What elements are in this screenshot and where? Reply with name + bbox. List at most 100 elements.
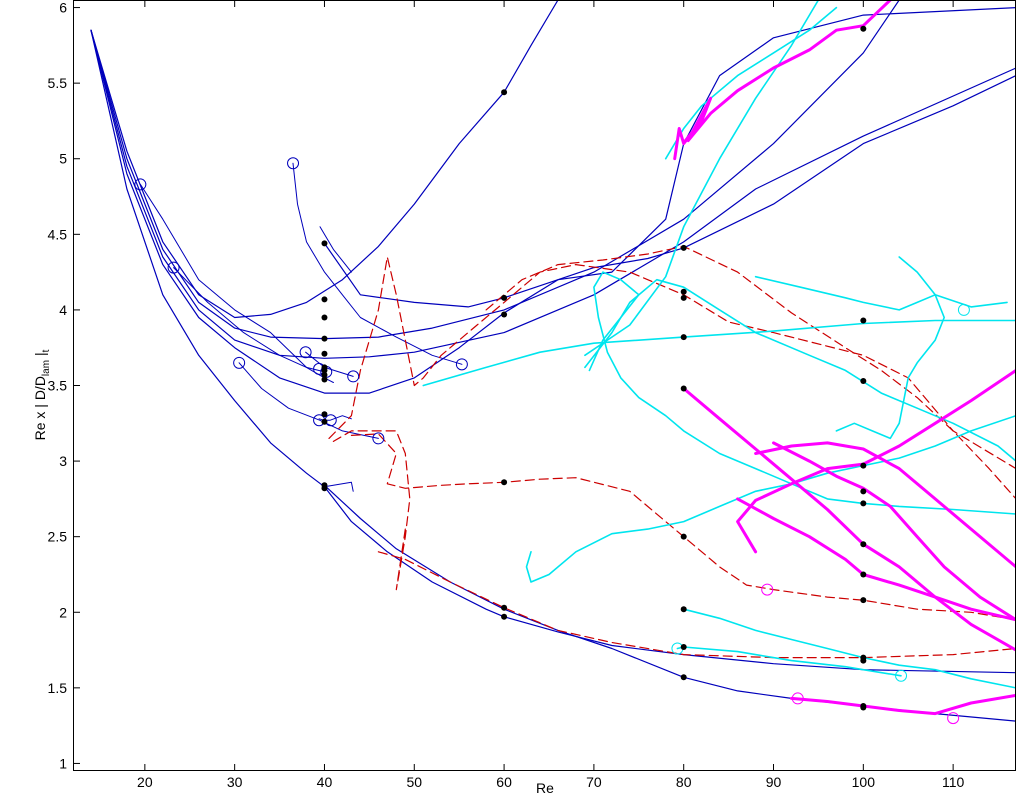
dot-marker — [321, 240, 328, 247]
dot-marker — [860, 571, 867, 578]
dot-marker — [501, 479, 508, 486]
dot-marker — [501, 89, 508, 96]
dot-marker — [321, 367, 328, 374]
dot-marker — [860, 500, 867, 507]
x-tick-label: 20 — [137, 774, 153, 790]
dot-marker — [321, 350, 328, 357]
dot-marker — [321, 418, 328, 425]
y-axis-title-mid: | — [32, 352, 48, 360]
series-line-magenta — [686, 0, 892, 143]
series-line-magenta — [772, 441, 1016, 622]
dot-marker — [860, 704, 867, 711]
y-tick-label: 4 — [59, 302, 67, 318]
series-line-blue — [90, 0, 559, 319]
series-line-blue — [292, 162, 463, 365]
dot-marker — [321, 335, 328, 342]
series-line-blue — [139, 183, 334, 383]
dot-marker — [860, 657, 867, 664]
y-tick-label: 3.5 — [48, 378, 68, 394]
x-axis: 20 30 40 50 60 70 80 90 100 110 — [137, 0, 965, 790]
series-line-blue — [90, 0, 900, 340]
series-line-cyan — [588, 271, 1016, 515]
y-tick-label: 6 — [59, 0, 67, 16]
y-tick-label: 3 — [59, 453, 67, 469]
y-axis-title: Re x | D/Dlam |t — [32, 349, 52, 440]
series-line-cyan — [664, 6, 838, 160]
dot-marker — [321, 485, 328, 492]
series-line-cyan — [525, 414, 1016, 583]
circle-marker-blue — [287, 157, 300, 170]
circle-marker-blue — [299, 346, 312, 359]
circle-marker-blue — [372, 432, 385, 445]
dot-marker — [680, 644, 687, 651]
dot-marker — [680, 674, 687, 681]
series-line-red — [350, 433, 1016, 621]
dot-marker — [321, 376, 328, 383]
dot-marker — [860, 597, 867, 604]
circle-marker-cyan — [957, 303, 970, 316]
dot-marker — [680, 533, 687, 540]
x-tick-label: 80 — [676, 774, 692, 790]
x-tick-label: 100 — [852, 774, 876, 790]
dot-marker — [501, 294, 508, 301]
y-tick-label: 1 — [59, 755, 67, 771]
dot-marker — [680, 334, 687, 341]
circle-marker-magenta — [791, 692, 804, 705]
x-axis-title: Re — [536, 780, 554, 796]
series-line-red — [328, 256, 1016, 470]
plot-background — [73, 0, 1016, 771]
dot-marker — [321, 314, 328, 321]
x-tick-label: 60 — [496, 774, 512, 790]
marker-layer — [134, 25, 970, 725]
circle-marker-blue — [455, 358, 468, 371]
circle-marker-cyan — [895, 669, 908, 682]
series-line-red — [485, 245, 1016, 500]
series-line-blue — [173, 267, 325, 373]
series-line-blue — [90, 7, 1016, 394]
series-line-cyan — [754, 275, 1008, 311]
y-axis-title-sub2: t — [41, 349, 52, 352]
y-axis-title-sub1: lam — [41, 360, 52, 376]
y-tick-label: 5 — [59, 151, 67, 167]
dot-marker — [501, 613, 508, 620]
series-line-cyan — [584, 278, 1016, 462]
y-tick-label: 2 — [59, 604, 67, 620]
dot-marker — [680, 294, 687, 301]
y-tick-label: 1.5 — [48, 680, 68, 696]
series-line-magenta — [790, 693, 1016, 716]
x-tick-label: 30 — [227, 774, 243, 790]
circle-marker-magenta — [947, 712, 960, 725]
dot-marker — [680, 385, 687, 392]
circle-marker-blue — [134, 178, 147, 191]
dot-marker — [321, 371, 328, 378]
circle-marker-blue — [233, 356, 246, 369]
x-tick-label: 40 — [317, 774, 333, 790]
y-axis-title-main: Re x | D/D — [32, 376, 48, 440]
dot-marker — [860, 488, 867, 495]
series-line-magenta — [682, 387, 1016, 652]
dot-marker — [321, 296, 328, 303]
dot-marker — [860, 462, 867, 469]
dot-marker — [680, 244, 687, 251]
y-axis: 1 1.5 2 2.5 3 3.5 4 4.5 5 5.5 6 — [48, 0, 80, 771]
dot-marker — [501, 311, 508, 318]
series-line-magenta — [736, 368, 1016, 554]
dot-marker — [501, 604, 508, 611]
dot-marker — [860, 317, 867, 324]
x-tick-label: 50 — [406, 774, 422, 790]
x-tick-label: 90 — [766, 774, 782, 790]
series-line-cyan — [682, 608, 1016, 689]
dot-marker — [680, 606, 687, 613]
series-line-cyan — [584, 0, 820, 357]
series-line-cyan — [835, 256, 945, 440]
dot-marker — [860, 377, 867, 384]
y-tick-label: 4.5 — [48, 226, 68, 242]
series-line-blue — [319, 226, 352, 273]
series-line-blue — [90, 29, 1016, 359]
dot-marker — [860, 541, 867, 548]
dot-marker — [860, 25, 867, 32]
circle-marker-magenta — [761, 583, 774, 596]
y-tick-label: 5.5 — [48, 75, 68, 91]
y-tick-label: 2.5 — [48, 529, 68, 545]
